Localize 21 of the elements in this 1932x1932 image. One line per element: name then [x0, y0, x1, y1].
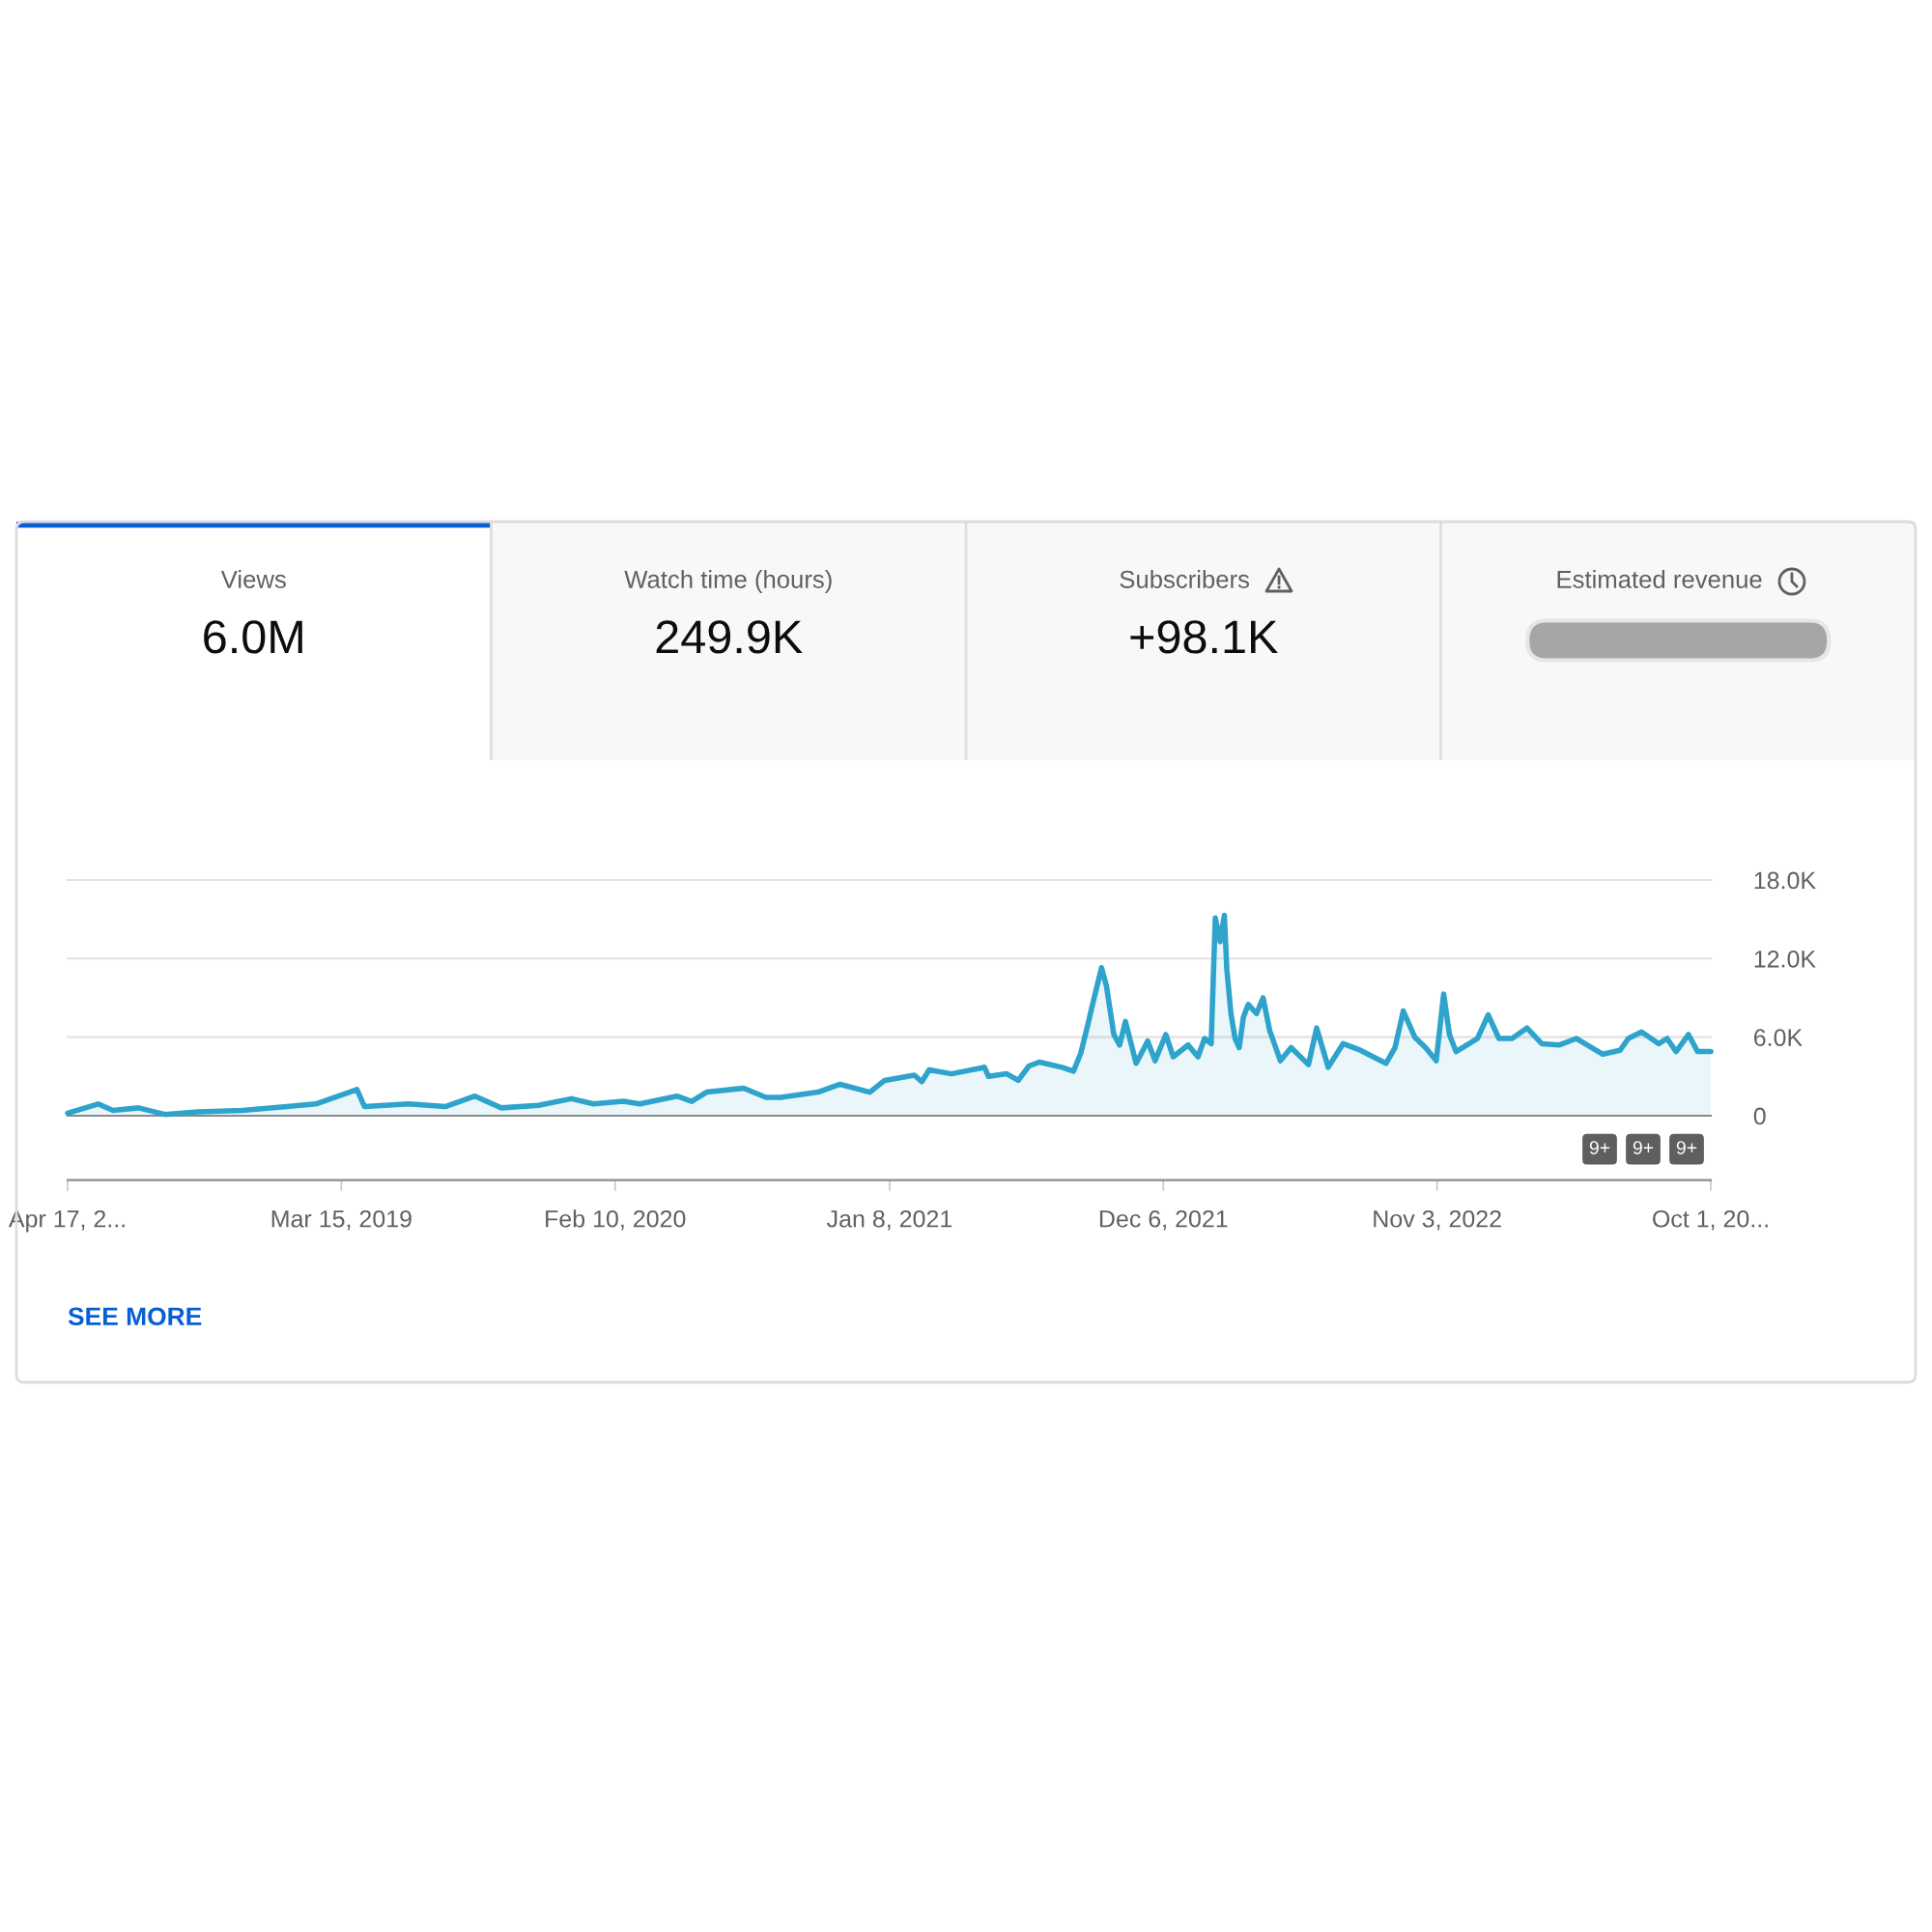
text: SEE MORE — [68, 1307, 202, 1326]
y-tick-label: 0 — [1753, 1107, 1766, 1125]
category-label: Watch time (hours) — [624, 570, 832, 593]
text: 9+ — [1676, 1141, 1697, 1154]
x-tick-label: Oct 1, 20... — [1653, 1209, 1768, 1231]
y-tick-label: 6.0K — [1754, 1029, 1803, 1046]
category-label: Estimated revenue — [1557, 570, 1762, 588]
text: 9+ — [1633, 1141, 1654, 1154]
category-label: Subscribers — [1120, 570, 1249, 588]
y-tick-label: 18.0K — [1754, 871, 1816, 890]
x-tick-label: Dec 6, 2021 — [1099, 1209, 1228, 1231]
text: 6.0M — [204, 620, 302, 654]
x-tick-label: Jan 8, 2021 — [826, 1209, 952, 1231]
x-tick-label: Nov 3, 2022 — [1374, 1209, 1501, 1231]
text: 249.9K — [656, 620, 803, 654]
x-tick-label: Mar 15, 2019 — [271, 1209, 412, 1231]
category-label: Views — [220, 570, 286, 588]
x-tick-label: Feb 10, 2020 — [546, 1209, 686, 1231]
text: 9+ — [1589, 1141, 1610, 1154]
text: +98.1K — [1130, 620, 1278, 654]
y-tick-label: 12.0K — [1754, 950, 1816, 968]
